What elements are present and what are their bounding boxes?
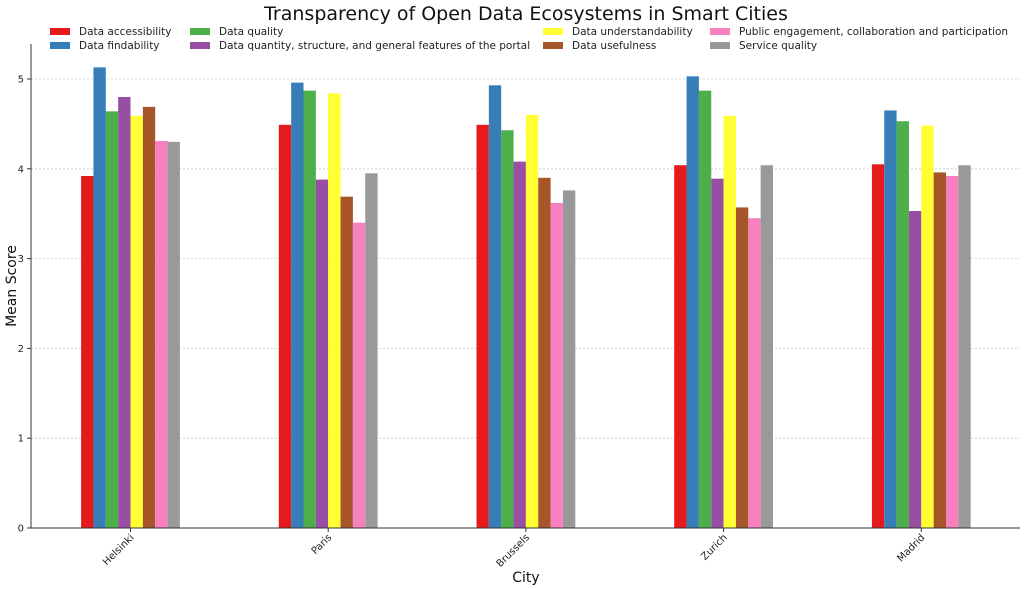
legend-label: Service quality bbox=[739, 40, 817, 52]
legend-swatch bbox=[50, 28, 70, 35]
bar bbox=[760, 165, 773, 528]
legend-label: Data accessibility bbox=[79, 26, 171, 38]
bar bbox=[674, 165, 687, 528]
legend-label: Data usefulness bbox=[572, 40, 656, 52]
y-tick-label: 2 bbox=[18, 344, 24, 355]
bar bbox=[81, 176, 94, 528]
legend-label: Data quality bbox=[219, 26, 283, 38]
legend: Data accessibility Data findability Data q… bbox=[50, 26, 1008, 52]
bar bbox=[501, 130, 514, 528]
bar bbox=[130, 115, 143, 528]
bar bbox=[525, 114, 539, 528]
x-tick-label: Brussels bbox=[495, 532, 532, 569]
bar bbox=[933, 172, 946, 529]
bar bbox=[488, 85, 502, 528]
bar bbox=[105, 111, 119, 529]
x-tick-label: Helsinki bbox=[101, 532, 137, 568]
bar bbox=[748, 218, 761, 528]
bar bbox=[562, 190, 576, 528]
bar bbox=[550, 202, 563, 528]
legend-swatch bbox=[710, 42, 730, 49]
legend-swatch bbox=[190, 42, 210, 49]
bar bbox=[328, 93, 341, 528]
y-tick-label: 3 bbox=[18, 254, 24, 265]
y-tick-label: 0 bbox=[18, 524, 24, 535]
bar bbox=[921, 125, 934, 528]
legend-swatch bbox=[190, 28, 210, 35]
bar bbox=[93, 67, 106, 529]
y-tick-label: 1 bbox=[18, 434, 24, 445]
bar bbox=[340, 196, 353, 528]
chart-title: Transparency of Open Data Ecosystems in … bbox=[263, 3, 788, 25]
x-axis-label: City bbox=[512, 570, 539, 586]
legend-swatch bbox=[543, 28, 563, 35]
bar bbox=[958, 165, 971, 528]
x-tick-label: Zurich bbox=[699, 532, 729, 562]
bar bbox=[142, 106, 156, 528]
bar bbox=[155, 140, 168, 528]
bar bbox=[118, 96, 131, 529]
x-tick-label: Paris bbox=[310, 532, 335, 557]
y-tick-label: 5 bbox=[18, 75, 24, 86]
bar bbox=[352, 222, 366, 528]
legend-swatch bbox=[543, 42, 563, 49]
legend-swatch bbox=[50, 42, 70, 49]
bar bbox=[908, 211, 922, 529]
legend-label: Data findability bbox=[79, 40, 160, 52]
bar bbox=[278, 124, 292, 528]
bar bbox=[711, 178, 724, 528]
legend-label: Public engagement, collaboration and par… bbox=[739, 26, 1008, 38]
bar bbox=[167, 141, 180, 528]
bar bbox=[291, 82, 304, 528]
bar bbox=[315, 179, 329, 528]
bar bbox=[946, 176, 959, 528]
legend-swatch bbox=[710, 28, 730, 35]
x-tick-label: Madrid bbox=[895, 532, 927, 564]
bar bbox=[513, 161, 526, 528]
bar bbox=[896, 121, 909, 528]
y-tick-label: 4 bbox=[18, 164, 24, 175]
y-axis-label: Mean Score bbox=[4, 245, 20, 327]
bar bbox=[735, 207, 749, 528]
bar bbox=[538, 177, 551, 529]
bar bbox=[476, 124, 489, 528]
bar bbox=[303, 90, 316, 528]
bar bbox=[884, 110, 897, 529]
legend-label: Data understandability bbox=[572, 26, 693, 38]
bar bbox=[698, 90, 712, 528]
bar bbox=[723, 115, 736, 528]
bar bbox=[871, 164, 885, 528]
bar bbox=[686, 76, 699, 528]
bar bbox=[365, 173, 378, 528]
legend-label: Data quantity, structure, and general fe… bbox=[219, 40, 530, 52]
